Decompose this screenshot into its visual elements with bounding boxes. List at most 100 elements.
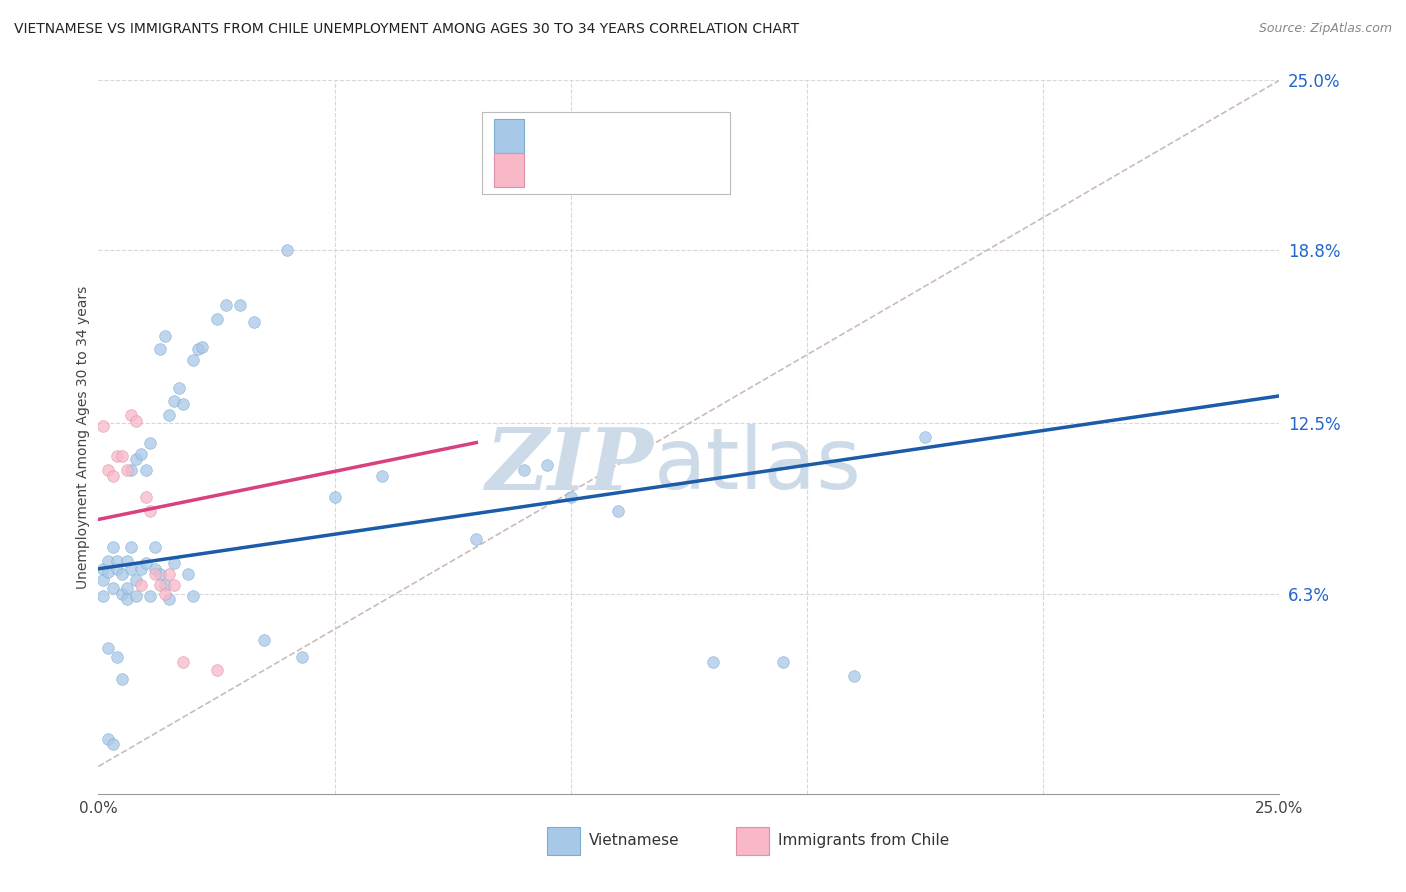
Text: N =: N =: [626, 128, 671, 144]
Point: [97, 641, 120, 656]
Point: [105, 450, 128, 464]
Point: [181, 589, 204, 603]
Point: [91, 419, 114, 434]
Point: [243, 315, 266, 329]
Point: [181, 353, 204, 368]
Point: [121, 562, 143, 576]
Point: [149, 343, 172, 357]
Point: [143, 540, 166, 554]
FancyBboxPatch shape: [494, 153, 523, 187]
Text: Vietnamese: Vietnamese: [589, 833, 679, 848]
Point: [157, 567, 180, 582]
Point: [135, 491, 157, 505]
Point: [139, 589, 162, 603]
Text: 0.427: 0.427: [575, 162, 617, 178]
Text: VIETNAMESE VS IMMIGRANTS FROM CHILE UNEMPLOYMENT AMONG AGES 30 TO 34 YEARS CORRE: VIETNAMESE VS IMMIGRANTS FROM CHILE UNEM…: [14, 22, 799, 37]
Point: [115, 592, 138, 607]
Point: [105, 562, 128, 576]
Point: [105, 553, 128, 567]
Point: [105, 649, 128, 664]
Point: [163, 557, 186, 571]
Point: [229, 298, 252, 312]
Text: Source: ZipAtlas.com: Source: ZipAtlas.com: [1258, 22, 1392, 36]
Point: [191, 339, 214, 353]
Point: [125, 414, 148, 428]
Point: [167, 381, 190, 395]
Text: ZIP: ZIP: [485, 424, 654, 508]
Point: [125, 573, 148, 587]
Point: [125, 589, 148, 603]
Point: [276, 244, 298, 258]
Point: [101, 581, 124, 595]
Point: [205, 664, 228, 678]
Point: [97, 463, 120, 477]
Text: 18: 18: [675, 162, 695, 178]
Point: [129, 578, 152, 592]
Point: [129, 446, 152, 460]
Point: [91, 589, 114, 603]
Point: [157, 408, 180, 422]
Point: [91, 562, 114, 576]
Point: [129, 562, 152, 576]
Point: [157, 592, 180, 607]
Point: [149, 578, 172, 592]
Y-axis label: Unemployment Among Ages 30 to 34 years: Unemployment Among Ages 30 to 34 years: [76, 285, 90, 589]
Point: [172, 397, 194, 411]
Text: Immigrants from Chile: Immigrants from Chile: [778, 833, 949, 848]
Point: [101, 540, 124, 554]
Point: [143, 567, 166, 582]
Point: [153, 578, 176, 592]
Point: [153, 586, 176, 600]
Text: 0.309: 0.309: [575, 128, 619, 144]
FancyBboxPatch shape: [547, 828, 581, 855]
Point: [91, 573, 114, 587]
Point: [143, 562, 166, 576]
Point: [844, 669, 866, 683]
Point: [607, 504, 630, 518]
Point: [115, 553, 138, 567]
Point: [177, 567, 200, 582]
Point: [512, 463, 534, 477]
Point: [135, 463, 157, 477]
Point: [97, 731, 120, 746]
Point: [101, 738, 124, 752]
Point: [121, 540, 143, 554]
Point: [172, 655, 194, 669]
Text: R =: R =: [537, 128, 571, 144]
Point: [253, 633, 276, 648]
Point: [101, 468, 124, 483]
Point: [536, 458, 558, 472]
Point: [163, 578, 186, 592]
Point: [135, 557, 157, 571]
Point: [371, 468, 394, 483]
Point: [187, 343, 209, 357]
Point: [97, 553, 120, 567]
Point: [125, 452, 148, 467]
Point: [111, 586, 134, 600]
Point: [97, 565, 120, 579]
FancyBboxPatch shape: [494, 119, 523, 153]
Text: atlas: atlas: [654, 424, 862, 508]
Point: [914, 430, 936, 444]
Point: [205, 312, 228, 326]
Point: [115, 463, 138, 477]
Point: [465, 532, 488, 546]
Text: R =: R =: [537, 162, 571, 178]
Point: [702, 655, 724, 669]
Point: [323, 491, 346, 505]
Point: [149, 567, 172, 582]
FancyBboxPatch shape: [482, 112, 730, 194]
Point: [139, 504, 162, 518]
Point: [290, 649, 312, 664]
Point: [121, 408, 143, 422]
Text: 66: 66: [675, 128, 695, 144]
Point: [163, 394, 186, 409]
FancyBboxPatch shape: [737, 828, 769, 855]
Text: N =: N =: [626, 162, 671, 178]
Point: [215, 298, 238, 312]
Point: [121, 463, 143, 477]
Point: [115, 581, 138, 595]
Point: [111, 672, 134, 686]
Point: [111, 567, 134, 582]
Point: [772, 655, 794, 669]
